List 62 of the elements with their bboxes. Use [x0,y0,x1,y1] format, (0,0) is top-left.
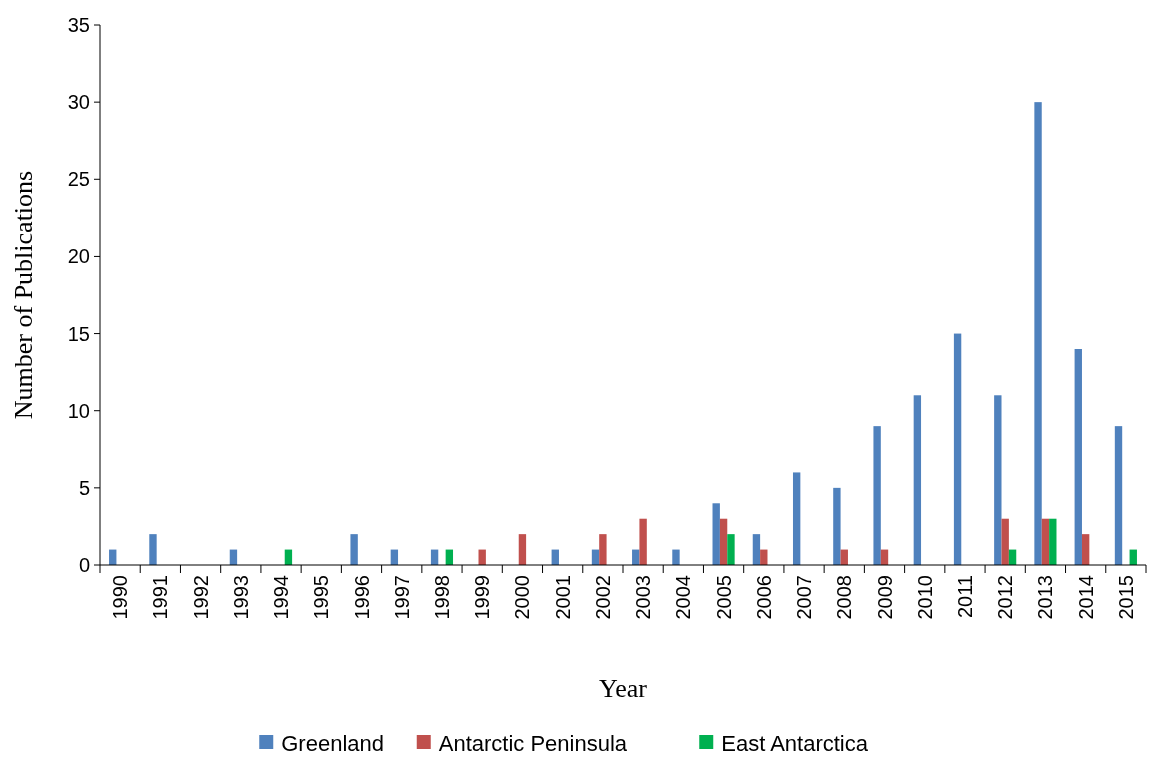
bar [518,534,527,565]
x-tick-label: 2006 [752,575,775,620]
x-tick-label: 1999 [471,575,494,620]
bar [672,549,680,565]
y-axis-title: Number of Publications [9,170,38,420]
x-tick-label: 2004 [672,575,695,620]
y-tick-label: 0 [78,554,90,576]
x-tick-label: 2014 [1074,575,1097,620]
bar [1114,426,1123,565]
x-tick-label: 1998 [430,575,453,620]
x-tick-label: 2008 [833,575,856,620]
bar [1034,102,1042,565]
y-tick-label: 25 [67,168,90,191]
x-tick-label: 2007 [793,575,816,620]
x-tick-label: 1991 [149,575,172,620]
x-tick-label: 2003 [632,575,655,620]
bar [1001,518,1009,565]
legend-label: Greenland [281,730,384,756]
bar [639,518,647,565]
bar [913,395,922,565]
x-tick-label: 2013 [1034,575,1057,620]
bar [712,503,720,565]
x-tick-label: 2000 [511,575,534,620]
x-tick-label: 2005 [712,575,735,620]
x-axis-title: Year [599,674,648,703]
bar [873,426,881,565]
x-tick-label: 2015 [1114,575,1137,620]
x-tick-label: 1994 [270,575,293,620]
bar [350,534,358,565]
legend-label: Antarctic Peninsula [438,730,628,756]
bar [833,487,841,565]
bar [599,534,607,565]
bar [1041,518,1050,565]
x-tick-label: 1996 [350,575,373,620]
x-tick-label: 1997 [390,575,413,620]
bar [1049,518,1057,565]
bar [1081,534,1090,565]
bar [1074,349,1082,565]
x-tick-label: 2010 [913,575,936,620]
x-tick-label: 1995 [310,575,333,620]
x-tick-label: 2011 [953,575,976,619]
x-tick-label: 2012 [994,575,1017,620]
y-tick-label: 15 [67,322,90,345]
x-tick-label: 2009 [873,575,896,620]
x-tick-label: 2001 [551,575,574,620]
bar [149,534,157,565]
x-tick-label: 1992 [189,575,212,620]
bar [727,534,735,565]
bar [719,518,728,565]
bar [792,472,801,565]
y-tick-label: 30 [67,91,90,114]
legend-label: East Antarctica [721,730,869,756]
y-tick-label: 20 [67,245,90,268]
y-tick-label: 5 [78,476,90,499]
x-tick-label: 1993 [229,575,252,620]
x-tick-label: 1990 [109,575,132,620]
y-tick-label: 35 [67,14,90,36]
y-tick-label: 10 [67,399,90,422]
x-tick-label: 2002 [591,575,614,620]
bar [752,534,761,565]
bar [994,395,1002,565]
bar [953,333,962,565]
